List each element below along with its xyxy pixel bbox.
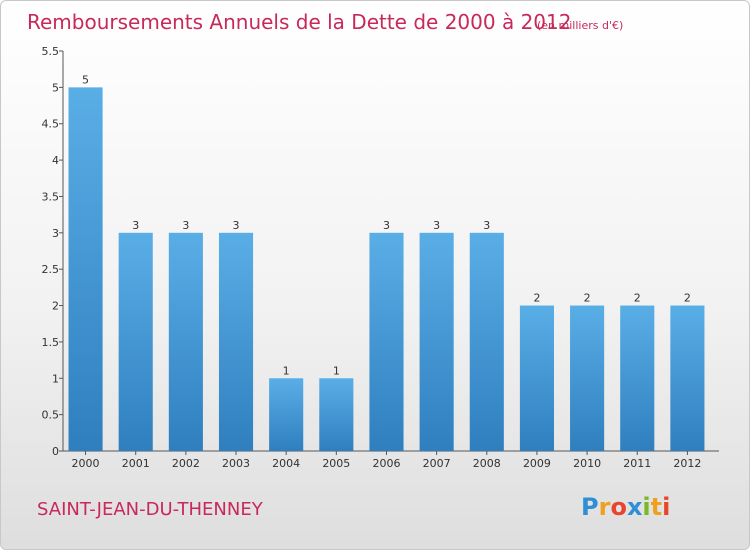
x-tick-label-2000: 2000 (72, 457, 100, 470)
bar-2000 (68, 87, 103, 451)
logo-letter: r (599, 493, 611, 521)
x-tick-label-2008: 2008 (473, 457, 501, 470)
bar-2006 (369, 232, 404, 451)
bar-2002 (168, 232, 203, 451)
x-tick-label-2011: 2011 (623, 457, 651, 470)
logo-letter: x (627, 493, 643, 521)
y-tick-label: 4.5 (42, 118, 60, 131)
value-label-2009: 2 (533, 292, 540, 305)
y-tick-label: 0.5 (42, 409, 60, 422)
bar-2010 (570, 305, 605, 451)
x-tick-label-2002: 2002 (172, 457, 200, 470)
x-tick-label-2003: 2003 (222, 457, 250, 470)
y-tick-label: 5.5 (42, 45, 60, 58)
x-tick-label-2007: 2007 (423, 457, 451, 470)
logo-letter: i (642, 493, 650, 521)
y-tick-label: 1.5 (42, 336, 60, 349)
value-label-2001: 3 (132, 219, 139, 232)
y-tick-label: 3 (52, 227, 59, 240)
bars: 5 2000 3 2001 3 2002 3 2003 1 2004 1 2005 3 2006 3 2007… (68, 73, 705, 470)
chart-subtitle: (en milliers d'€) (537, 19, 623, 32)
logo-letter: t (651, 493, 662, 521)
value-label-2006: 3 (383, 219, 390, 232)
value-label-2007: 3 (433, 219, 440, 232)
bar-2005 (319, 378, 354, 451)
value-label-2012: 2 (684, 292, 691, 305)
bar-2007 (419, 232, 454, 451)
y-tick-label: 5 (52, 81, 59, 94)
value-label-2011: 2 (634, 292, 641, 305)
value-label-2008: 3 (483, 219, 490, 232)
x-tick-label-2009: 2009 (523, 457, 551, 470)
value-label-2004: 1 (283, 364, 290, 377)
commune-name: SAINT-JEAN-DU-THENNEY (37, 499, 264, 520)
value-label-2000: 5 (82, 73, 89, 86)
value-label-2005: 1 (333, 364, 340, 377)
bar-2001 (118, 232, 153, 451)
x-tick-label-2005: 2005 (322, 457, 350, 470)
logo-letter: i (662, 493, 670, 521)
axes: 0 0.5 1 1.5 2 2.5 3 3.5 4 4.5 5 5.5 (42, 45, 719, 458)
x-tick-label-2004: 2004 (272, 457, 300, 470)
bar-2008 (469, 232, 504, 451)
bar-2009 (519, 305, 554, 451)
logo-letter: o (610, 493, 627, 521)
y-tick-label: 0 (52, 445, 59, 458)
bar-2003 (218, 232, 254, 451)
value-label-2003: 3 (233, 219, 240, 232)
x-tick-label-2012: 2012 (673, 457, 701, 470)
bar-2011 (620, 305, 655, 451)
y-tick-label: 1 (52, 372, 59, 385)
value-label-2010: 2 (584, 292, 591, 305)
y-tick-label: 3.5 (42, 190, 60, 203)
bar-2012 (670, 305, 705, 451)
value-label-2002: 3 (182, 219, 189, 232)
x-tick-label-2006: 2006 (372, 457, 400, 470)
chart-title: Remboursements Annuels de la Dette de 20… (27, 10, 571, 34)
proxiti-logo: Proxiti (581, 493, 670, 521)
y-tick-label: 2.5 (42, 263, 60, 276)
y-tick-label: 2 (52, 300, 59, 313)
x-tick-label-2001: 2001 (122, 457, 150, 470)
x-tick-label-2010: 2010 (573, 457, 601, 470)
y-tick-label: 4 (52, 154, 59, 167)
logo-letter: P (581, 493, 599, 521)
bar-2004 (269, 378, 304, 451)
